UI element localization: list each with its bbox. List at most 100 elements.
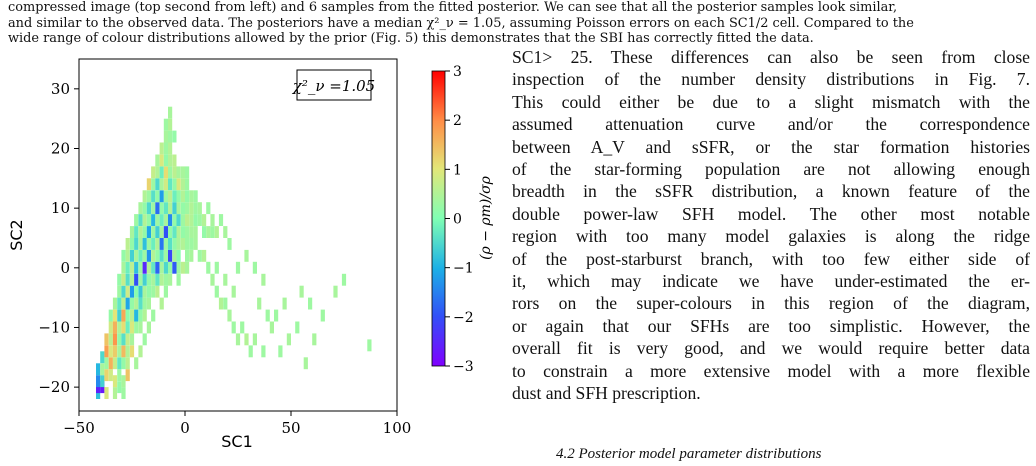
heatmap-cell — [108, 357, 113, 370]
caption-line: wide range of colour distributions allow… — [8, 31, 814, 47]
colorbar — [431, 70, 446, 367]
heatmap-cell — [134, 273, 139, 286]
heatmap-cell — [142, 297, 147, 310]
heatmap-cell — [155, 166, 160, 179]
heatmap-cell — [121, 309, 126, 322]
heatmap-cell — [168, 106, 173, 119]
heatmap-cell — [320, 309, 325, 322]
heatmap-cell — [202, 226, 207, 238]
heatmap-cell — [108, 309, 113, 322]
body-line: it, which may indicate we have under-est… — [512, 271, 1030, 292]
heatmap-cell — [163, 285, 168, 298]
x-axis-label: SC1 — [221, 432, 253, 451]
body-line: assumed attenuation curve and/or the cor… — [512, 114, 1030, 135]
heatmap-cell — [189, 238, 194, 250]
x-tick-label: 0 — [180, 419, 190, 437]
heatmap-cell — [96, 381, 101, 394]
heatmap-cell — [117, 273, 122, 286]
body-line: region with too many model galaxies is a… — [512, 226, 1030, 247]
heatmap-cell — [112, 309, 118, 322]
heatmap-cell — [151, 190, 156, 203]
heatmap-cell — [100, 381, 105, 394]
heatmap-cell — [163, 130, 168, 143]
heatmap-cell — [146, 190, 151, 203]
heatmap-cell — [134, 357, 139, 370]
heatmap-cell — [189, 202, 194, 215]
heatmap-cell — [172, 249, 177, 262]
heatmap-cell — [197, 249, 202, 262]
heatmap-cell — [367, 339, 372, 352]
y-tick-label: −20 — [38, 378, 70, 396]
heatmap-cell — [168, 226, 173, 238]
heatmap-cell — [159, 226, 164, 238]
heatmap-cell — [121, 357, 126, 370]
heatmap-cell — [274, 309, 279, 322]
heatmap-cell — [117, 309, 122, 322]
colorbar-tick-label: 1 — [453, 162, 462, 178]
x-tick-label: 50 — [281, 419, 300, 437]
heatmap-cell — [172, 226, 177, 238]
heatmap-cell — [138, 261, 143, 274]
heatmap-cell — [138, 297, 143, 310]
heatmap-cell — [278, 345, 283, 358]
heatmap-cell — [168, 273, 173, 286]
heatmap-cell — [206, 202, 211, 215]
plot-frame — [78, 58, 398, 412]
heatmap-cell — [172, 166, 177, 179]
heatmap-cell — [193, 238, 198, 250]
heatmap-cell — [129, 309, 135, 322]
heatmap-cell — [180, 261, 185, 274]
heatmap-cell — [163, 202, 168, 215]
heatmap-cell — [172, 214, 177, 226]
heatmap-cell — [155, 202, 160, 215]
heatmap-cell — [146, 226, 151, 238]
body-line: overall fit is very good, and we would r… — [512, 338, 1030, 359]
heatmap-cell — [176, 178, 181, 191]
caption-line: compressed image (top second from left) … — [8, 0, 898, 15]
body-line: or again that our SFHs are too simplisti… — [512, 315, 1030, 336]
heatmap-cell — [117, 297, 122, 310]
heatmap-cell — [159, 273, 164, 286]
heatmap-cell — [163, 154, 168, 167]
heatmap-cell — [100, 363, 105, 376]
heatmap-cell — [146, 273, 151, 286]
heatmap-cell — [163, 238, 168, 250]
heatmap-cell — [146, 321, 151, 334]
heatmap-cell — [168, 190, 173, 203]
heatmap-cell — [172, 261, 177, 274]
colorbar-tick-label: 2 — [453, 113, 462, 129]
heatmap-cell — [193, 190, 198, 203]
body-line: rors on the super-colours in this region… — [512, 293, 1030, 314]
heatmap-cell — [142, 238, 147, 250]
heatmap-cell — [185, 202, 190, 215]
heatmap-cell — [121, 333, 126, 346]
heatmap-cell — [125, 249, 130, 262]
heatmap-cell — [286, 333, 291, 346]
body-line: to constrain a more extensive model with… — [512, 360, 1030, 381]
heatmap-cell — [142, 190, 147, 203]
heatmap-cell — [138, 226, 143, 238]
heatmap-cell — [96, 375, 101, 388]
heatmap-cell — [295, 321, 300, 334]
heatmap-cell — [163, 190, 168, 203]
heatmap-cell — [134, 261, 139, 274]
heatmap-cell — [168, 202, 173, 215]
y-axis-ticks: −20 −10 0 10 20 30 — [38, 80, 79, 396]
heatmap-cell — [155, 261, 160, 274]
heatmap-cell — [206, 226, 211, 238]
heatmap-cell — [163, 226, 168, 238]
heatmap-cell — [176, 166, 181, 179]
heatmap-cell — [121, 387, 126, 399]
x-tick-label: 100 — [383, 419, 412, 437]
heatmap-cell — [151, 202, 156, 215]
heatmap-cell — [168, 118, 173, 131]
body-line: breadth in the sSFR distribution, a know… — [512, 181, 1030, 202]
heatmap-cell — [142, 214, 147, 226]
heatmap-cell — [151, 226, 156, 238]
heatmap-cell — [151, 261, 156, 274]
heatmap-cell — [96, 363, 101, 376]
heatmap-cell — [193, 214, 198, 226]
heatmap-cell — [121, 273, 126, 286]
heatmap-cell — [146, 261, 151, 274]
heatmap-cell — [185, 166, 190, 179]
